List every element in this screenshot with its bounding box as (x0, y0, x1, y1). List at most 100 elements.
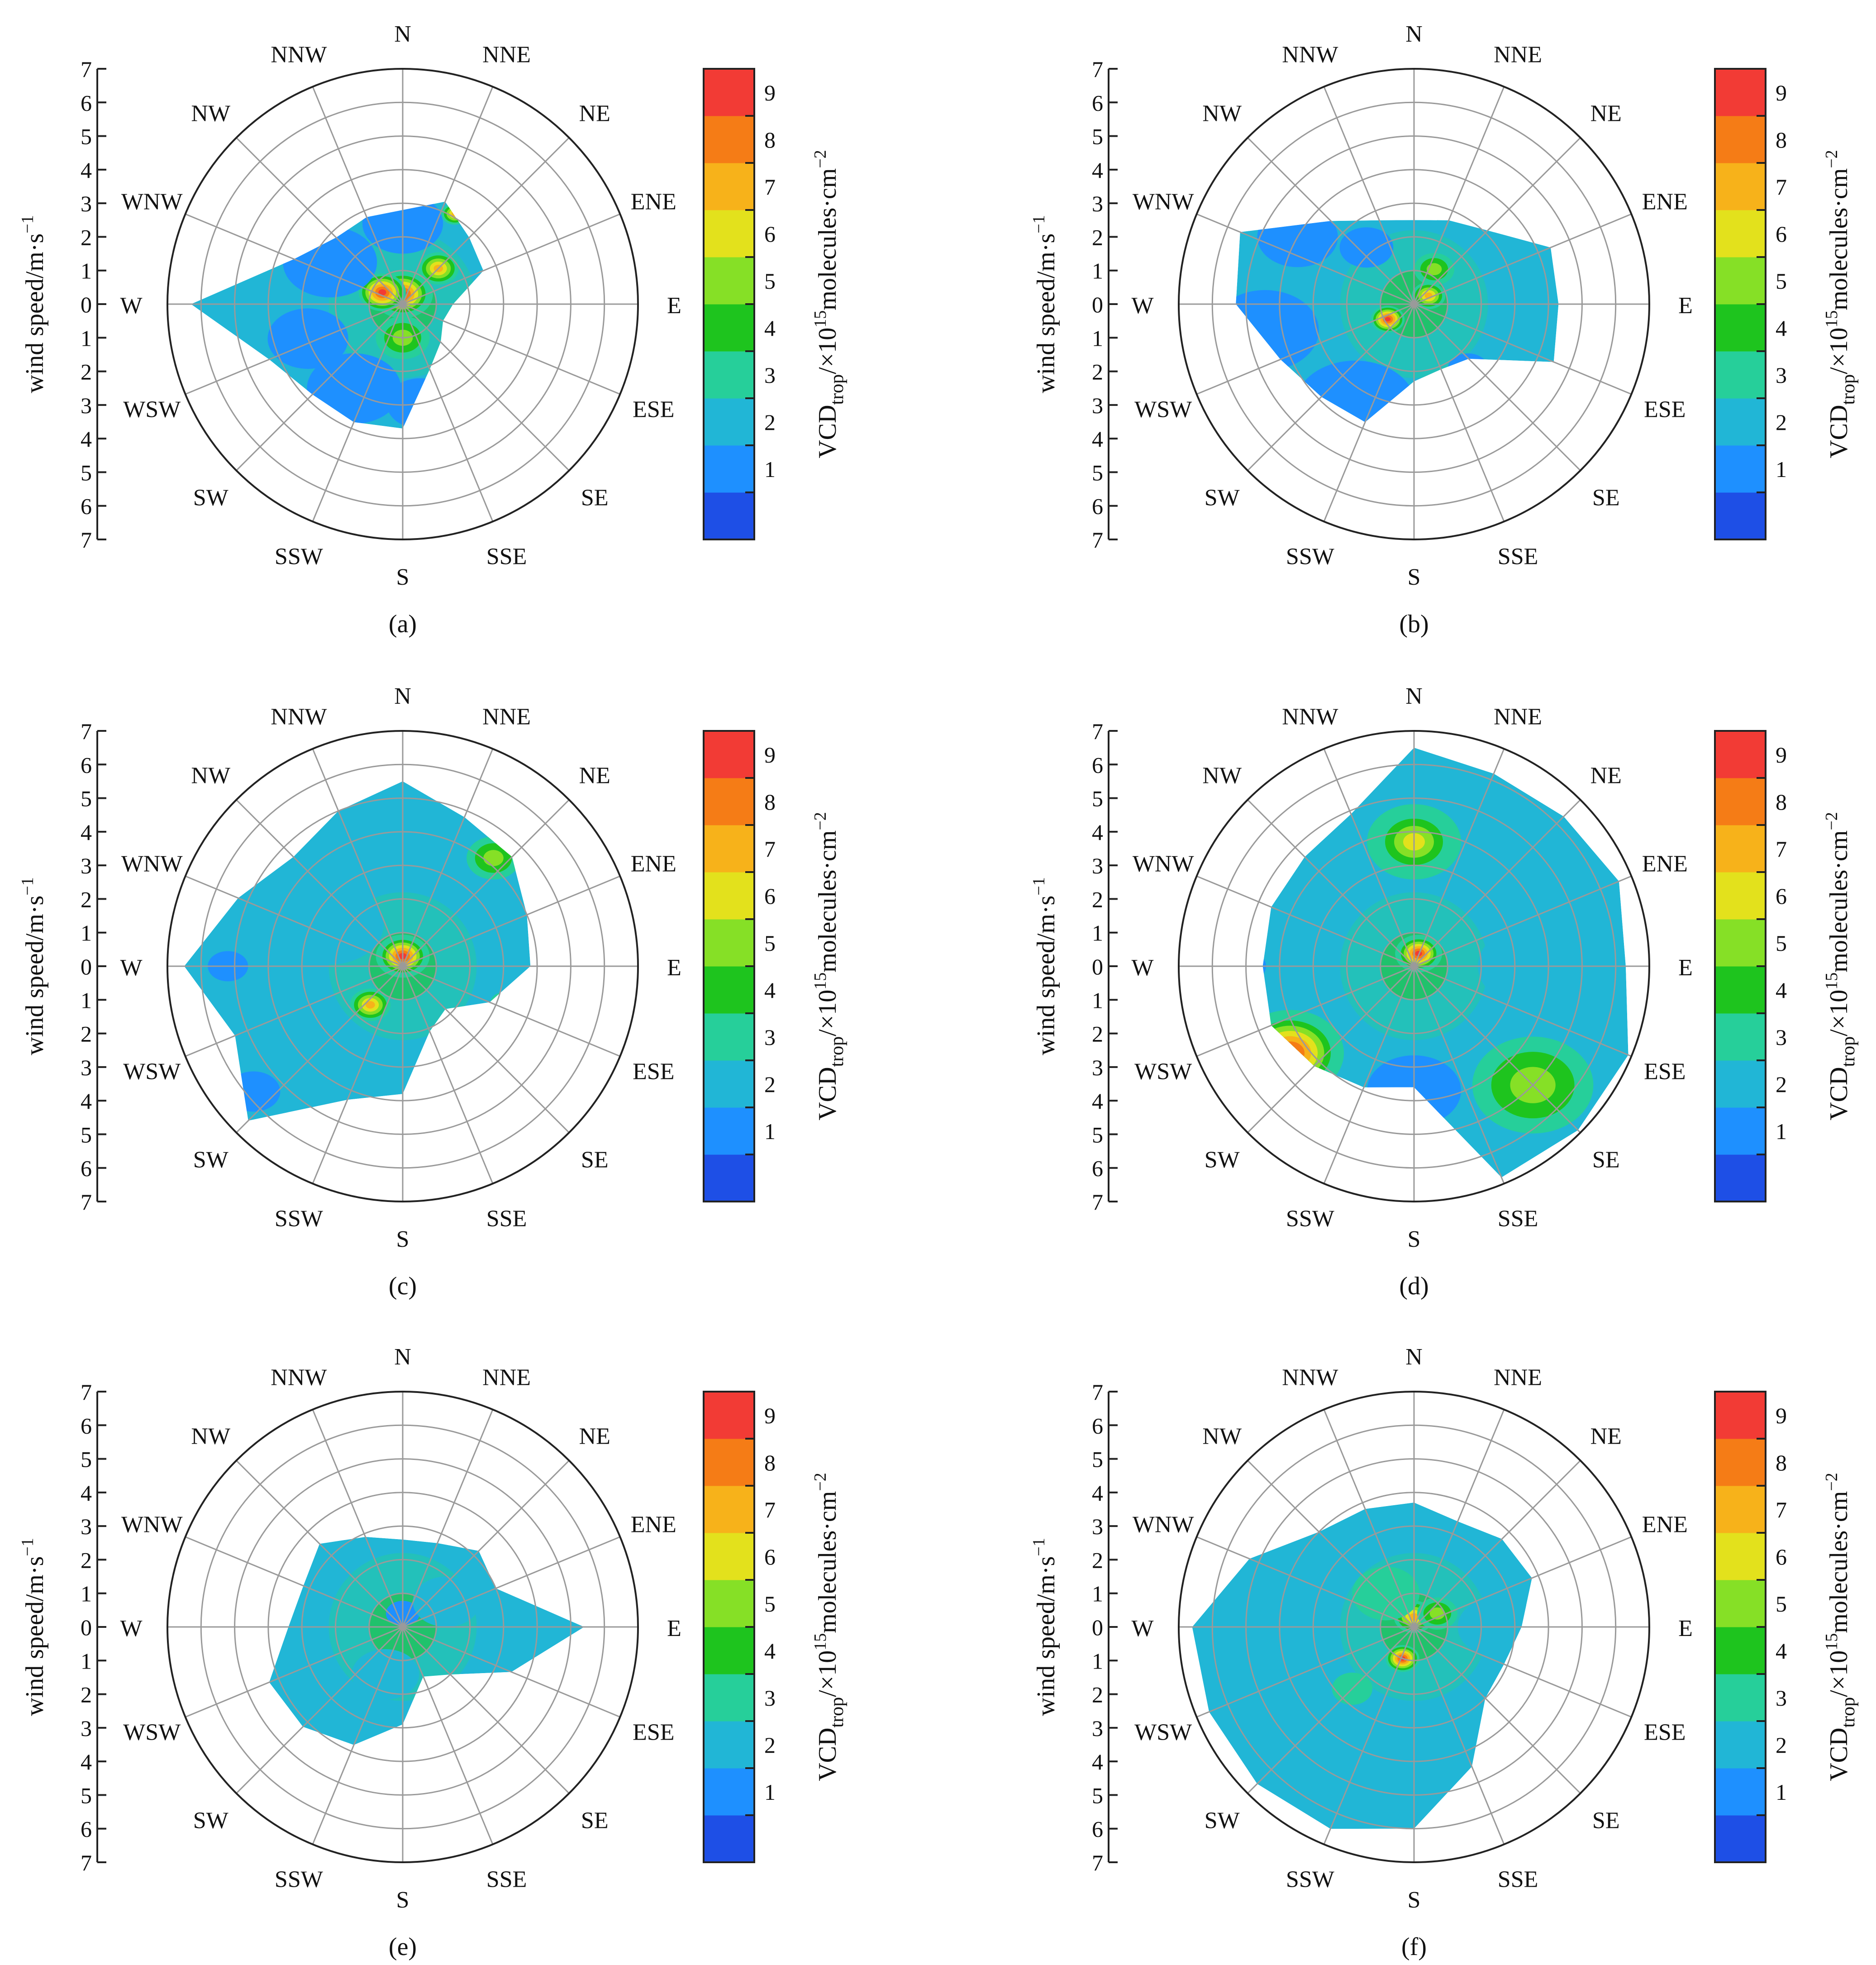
direction-label-ssw: SSW (275, 544, 323, 569)
axis-tick-label: 1 (81, 920, 92, 946)
axis-tick-label: 0 (81, 292, 92, 317)
axis-tick-label: 4 (1092, 157, 1103, 183)
axis-tick-label: 7 (81, 1379, 92, 1405)
grid-spoke (1414, 965, 1632, 1057)
colorbar-tick-label: 8 (1776, 789, 1787, 815)
direction-label-nnw: NNW (1282, 704, 1338, 730)
colorbar-tick-label: 9 (1776, 80, 1787, 105)
colorbar-title: VCDtrop/×1015molecules·cm−2 (811, 150, 848, 458)
contour-blob (276, 884, 384, 965)
colorbar-segment (704, 778, 754, 825)
axis-tick-label: 5 (1092, 1447, 1103, 1472)
axis-tick-label: 0 (81, 1615, 92, 1640)
direction-label-ne: NE (1590, 101, 1622, 127)
direction-label-w: W (120, 293, 142, 319)
axis-tick-label: 6 (1092, 1413, 1103, 1438)
y-axis-label: wind speed/m·s−1 (1029, 215, 1060, 393)
colorbar-segment (704, 1674, 754, 1722)
grid-spoke (1414, 1536, 1632, 1628)
axis-tick-label: 2 (81, 359, 92, 385)
direction-label-wsw: WSW (123, 1059, 181, 1085)
direction-label-nw: NW (191, 763, 230, 789)
axis-tick-label: 7 (1092, 1189, 1103, 1215)
colorbar: 1 2 3 4 5 6 7 8 9 VCDtrop/×1015molecules·cm−2 (1714, 1391, 1859, 1863)
direction-label-ssw: SSW (275, 1206, 323, 1231)
colorbar-segment (704, 1392, 754, 1439)
axis-tick-label: 7 (1092, 1850, 1103, 1875)
colorbar-tick-label: 7 (1776, 1497, 1787, 1522)
axis-tick-label: 3 (1092, 1514, 1103, 1539)
direction-label-e: E (1678, 1616, 1693, 1641)
contour-level (1367, 1579, 1405, 1608)
axis-tick-label: 3 (81, 1055, 92, 1080)
wind-speed-axis: 7 6 5 4 3 2 1 0 1 2 3 4 5 6 7 wind speed/m·s−1 (1029, 1379, 1118, 1875)
axis-tick-label: 2 (1092, 1021, 1103, 1047)
axis-tick-label: 4 (81, 1088, 92, 1114)
contour-level (1339, 227, 1394, 268)
direction-label-nne: NNE (482, 42, 531, 68)
grid-spoke (1413, 137, 1581, 305)
contour-level (483, 850, 504, 866)
axis-tick-label: 6 (1092, 1817, 1103, 1842)
polar-grid (167, 1391, 639, 1863)
direction-label-n: N (394, 1344, 411, 1370)
axis-tick-label: 0 (81, 954, 92, 979)
direction-label-se: SE (1592, 1147, 1620, 1173)
colorbar-segment (704, 1533, 754, 1580)
contour-level (378, 289, 386, 296)
axis-tick-label: 5 (81, 1447, 92, 1472)
colorbar-segment (704, 304, 754, 352)
axis-tick-label: 3 (81, 393, 92, 418)
grid-spoke (1413, 1626, 1581, 1794)
grid-spoke (402, 86, 494, 305)
axis-tick-label: 2 (81, 1682, 92, 1707)
grid-spoke (1323, 966, 1415, 1184)
panel-caption: (f) (1401, 1933, 1427, 1961)
axis-tick-label: 3 (1092, 853, 1103, 878)
axis-tick-label: 5 (1092, 460, 1103, 485)
colorbar-segment (1715, 1533, 1766, 1580)
contour-blob (1295, 360, 1416, 422)
panels: NNNENEENEEESESESSESSSWSWWSWWWNWNWNNW7654… (18, 21, 1859, 1961)
grid-spoke (1247, 137, 1415, 305)
axis-tick-label: 4 (1092, 1088, 1103, 1114)
panel-caption: (e) (389, 1933, 417, 1961)
colorbar-tick-label: 2 (1776, 1732, 1787, 1758)
colorbar-tick-label: 7 (764, 174, 776, 200)
direction-label-e: E (1678, 955, 1693, 981)
axis-tick-label: 6 (81, 1413, 92, 1438)
axis-tick-label: 3 (81, 1716, 92, 1741)
direction-label-ene: ENE (1642, 189, 1688, 215)
colorbar-tick-label: 4 (764, 1638, 776, 1664)
colorbar-tick-label: 4 (764, 315, 776, 341)
direction-label-se: SE (1592, 1808, 1620, 1833)
grid-spoke (1196, 1536, 1414, 1628)
direction-label-e: E (667, 293, 681, 319)
colorbar-segment (1715, 445, 1766, 493)
grid-spoke (185, 213, 403, 305)
direction-label-nnw: NNW (1282, 42, 1338, 68)
direction-label-sw: SW (193, 485, 229, 510)
axis-tick-label: 1 (1092, 1581, 1103, 1607)
panel-caption: (c) (389, 1272, 417, 1300)
direction-label-s: S (1408, 564, 1421, 590)
axis-tick-label: 5 (81, 1783, 92, 1808)
direction-label-sse: SSE (486, 1866, 527, 1892)
outer-ring (1178, 730, 1650, 1202)
colorbar-segment (704, 69, 754, 116)
polar-grid (1178, 730, 1650, 1202)
contour-blob (358, 273, 406, 311)
grid-spoke (236, 1460, 404, 1628)
direction-label-ssw: SSW (1286, 544, 1334, 569)
axis-tick-label: 6 (1092, 752, 1103, 777)
contour-blob (1339, 227, 1394, 268)
colorbar-tick-label: 1 (764, 457, 776, 482)
axis-tick-label: 3 (1092, 393, 1103, 418)
direction-label-sse: SSE (1498, 544, 1538, 569)
axis-tick-label: 2 (1092, 1682, 1103, 1707)
colorbar-segment (1715, 163, 1766, 210)
direction-label-wsw: WSW (1134, 1720, 1192, 1746)
colorbar: 1 2 3 4 5 6 7 8 9 VCDtrop/×1015molecules·cm−2 (703, 68, 848, 540)
contour-blob (1236, 290, 1319, 371)
colorbar-segment (1715, 1580, 1766, 1627)
